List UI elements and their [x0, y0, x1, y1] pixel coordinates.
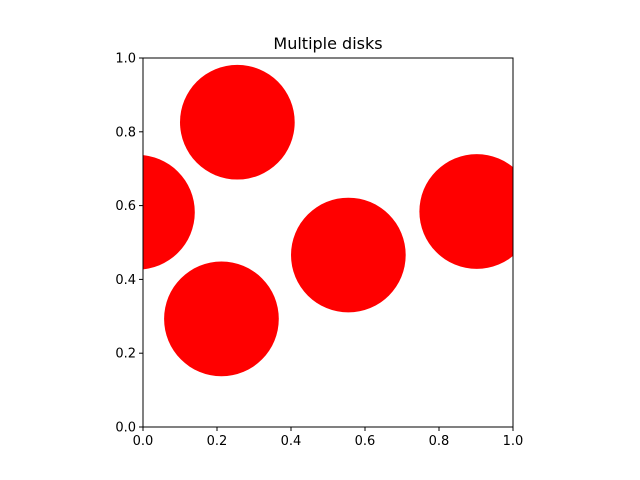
y-tick-label: 0.2 [115, 347, 136, 362]
plot-frame [142, 57, 514, 428]
y-tick-label: 0.6 [115, 199, 136, 214]
disk-1 [143, 155, 195, 270]
x-tick-label: 0.2 [207, 434, 228, 449]
y-axis: 0.0 0.2 0.4 0.6 0.8 1.0 [115, 52, 143, 436]
disk-4 [291, 197, 406, 313]
x-tick-label: 0.6 [355, 434, 376, 449]
y-tick-label: 0.8 [115, 125, 136, 140]
y-tick-label: 0.4 [115, 273, 136, 288]
x-tick-label: 1.0 [503, 434, 524, 449]
disk-3 [164, 261, 279, 377]
x-tick-label: 0.4 [281, 434, 302, 449]
disk-2 [180, 64, 295, 180]
x-axis: 0.0 0.2 0.4 0.6 0.8 1.0 [133, 427, 524, 449]
disks-layer [143, 64, 513, 377]
y-tick-label: 1.0 [115, 52, 136, 67]
y-tick-label: 0.0 [115, 421, 136, 436]
disk-5 [419, 154, 513, 269]
x-tick-label: 0.8 [429, 434, 450, 449]
x-tick-label: 0.0 [133, 434, 154, 449]
chart-title: Multiple disks [273, 34, 382, 53]
